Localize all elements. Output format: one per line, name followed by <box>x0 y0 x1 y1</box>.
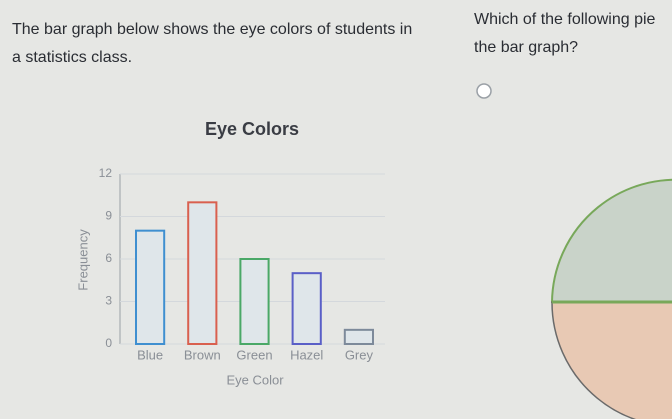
y-tick-label: 12 <box>99 166 113 180</box>
x-tick-label: Green <box>236 347 272 362</box>
prompt-text: the bar graph? <box>474 39 578 56</box>
x-tick-label: Brown <box>184 347 221 362</box>
x-tick-label: Hazel <box>290 347 323 362</box>
prompt-text: Which of the following pie <box>474 11 656 28</box>
bar <box>135 229 166 346</box>
bar <box>343 328 374 346</box>
question-text: a statistics class. <box>12 49 132 66</box>
y-tick-label: 6 <box>105 251 112 265</box>
bar <box>291 272 322 345</box>
x-tick-label: Blue <box>137 347 163 362</box>
y-tick-label: 3 <box>105 294 112 308</box>
y-tick-label: 9 <box>105 209 112 223</box>
bar <box>187 201 218 345</box>
x-tick-label: Grey <box>345 347 374 362</box>
chart-title: Eye Colors <box>205 119 299 139</box>
question-text: The bar graph below shows the eye colors… <box>12 21 412 38</box>
y-axis-label: Frequency <box>75 229 90 291</box>
radio-button[interactable] <box>476 83 492 99</box>
answer-pie <box>550 178 672 419</box>
x-axis-label: Eye Color <box>226 372 284 387</box>
bar <box>239 258 270 345</box>
y-tick-label: 0 <box>105 336 112 350</box>
